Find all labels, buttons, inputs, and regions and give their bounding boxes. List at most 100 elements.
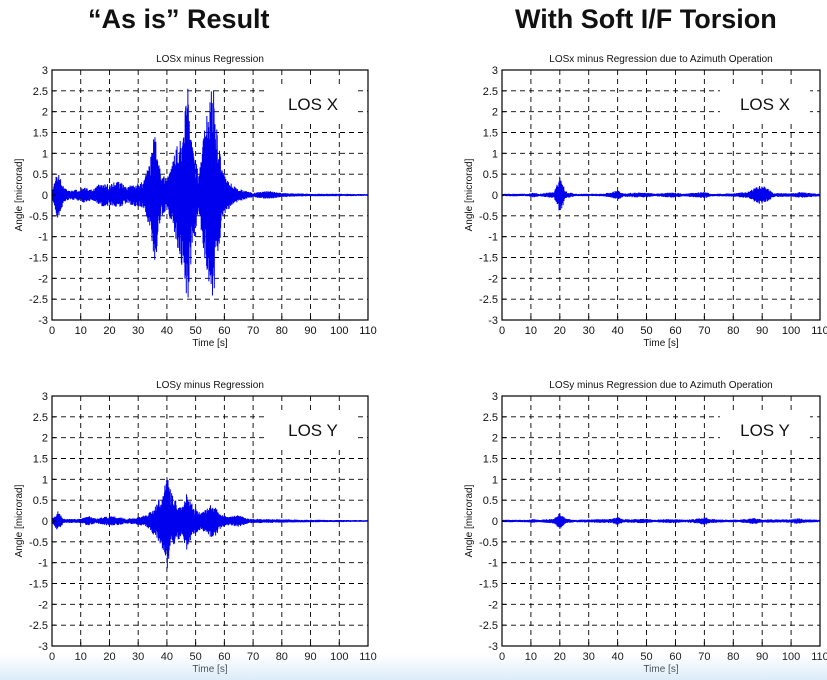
x-tick-label: 80 <box>727 325 739 337</box>
y-tick-label: 0 <box>492 516 498 528</box>
y-tick-label: -0.5 <box>479 537 498 549</box>
y-tick-label: 2.5 <box>483 86 498 98</box>
y-tick-label: 2.5 <box>483 412 498 424</box>
x-axis-label: Time [s] <box>192 338 227 349</box>
y-tick-label: 3 <box>42 391 48 403</box>
y-tick-label: -2 <box>38 599 48 611</box>
annotation-box <box>268 410 358 446</box>
y-tick-label: 2 <box>492 433 498 445</box>
y-axis-label: Angle [microrad] <box>464 484 475 557</box>
y-tick-label: -0.5 <box>29 211 48 223</box>
series-annotation: LOS Y <box>740 421 790 440</box>
x-tick-label: 50 <box>640 325 652 337</box>
y-tick-label: -1.5 <box>29 579 48 591</box>
x-axis-label: Time [s] <box>643 338 678 349</box>
signal-trace <box>501 513 821 529</box>
y-tick-label: 2 <box>492 107 498 119</box>
y-tick-label: 2.5 <box>33 412 48 424</box>
annotation-box <box>720 410 810 446</box>
annotation-box <box>268 84 358 120</box>
y-tick-label: -1.5 <box>479 253 498 265</box>
x-tick-label: 70 <box>698 325 710 337</box>
y-tick-label: -2 <box>488 273 498 285</box>
y-tick-label: 2 <box>42 107 48 119</box>
y-tick-label: 2 <box>42 433 48 445</box>
y-axis-label: Angle [microrad] <box>14 158 25 231</box>
x-tick-label: 110 <box>811 325 827 337</box>
x-tick-label: 40 <box>612 325 624 337</box>
y-tick-label: 3 <box>492 391 498 403</box>
annotation-box <box>720 84 810 120</box>
y-tick-label: 0.5 <box>33 495 48 507</box>
chart-title: LOSx minus Regression due to Azimuth Ope… <box>549 54 772 65</box>
y-tick-label: -1 <box>488 232 498 244</box>
x-tick-label: 110 <box>359 325 377 337</box>
x-tick-label: 100 <box>330 325 348 337</box>
x-tick-label: 30 <box>583 325 595 337</box>
y-tick-label: -3 <box>38 641 48 653</box>
y-tick-label: 0 <box>42 190 48 202</box>
chart-title: LOSx minus Regression <box>156 54 264 65</box>
y-tick-label: 1.5 <box>483 128 498 140</box>
x-tick-label: 10 <box>75 325 87 337</box>
chart-title: LOSy minus Regression <box>156 380 264 391</box>
y-tick-label: 1 <box>42 474 48 486</box>
x-tick-label: 10 <box>525 325 537 337</box>
x-tick-label: 20 <box>554 325 566 337</box>
y-tick-label: -3 <box>488 641 498 653</box>
x-tick-label: 80 <box>276 325 288 337</box>
y-tick-label: -2 <box>488 599 498 611</box>
x-tick-label: 50 <box>190 325 202 337</box>
y-tick-label: 1 <box>42 148 48 160</box>
y-tick-label: -0.5 <box>479 211 498 223</box>
y-tick-label: 0.5 <box>483 495 498 507</box>
signal-trace <box>501 176 821 211</box>
y-tick-label: 1 <box>492 148 498 160</box>
y-tick-label: 3 <box>492 65 498 77</box>
x-tick-label: 60 <box>669 325 681 337</box>
x-tick-label: 70 <box>247 325 259 337</box>
y-tick-label: 2.5 <box>33 86 48 98</box>
x-tick-label: 20 <box>103 325 115 337</box>
x-tick-label: 30 <box>132 325 144 337</box>
y-tick-label: -2.5 <box>29 620 48 632</box>
right-column-heading: With Soft I/F Torsion <box>515 4 777 34</box>
y-tick-label: 1 <box>492 474 498 486</box>
y-tick-label: -1.5 <box>479 579 498 591</box>
x-tick-label: 90 <box>304 325 316 337</box>
y-tick-label: 0 <box>492 190 498 202</box>
y-tick-label: 1.5 <box>33 128 48 140</box>
x-tick-label: 40 <box>161 325 173 337</box>
y-tick-label: 0.5 <box>483 169 498 181</box>
x-tick-label: 60 <box>218 325 230 337</box>
y-tick-label: 0.5 <box>33 169 48 181</box>
y-tick-label: -0.5 <box>29 537 48 549</box>
y-axis-label: Angle [microrad] <box>464 158 475 231</box>
y-tick-label: -2 <box>38 273 48 285</box>
signal-trace <box>51 478 369 569</box>
x-tick-label: 100 <box>782 325 800 337</box>
y-tick-label: -2.5 <box>479 294 498 306</box>
series-annotation: LOS Y <box>288 421 338 440</box>
decorative-bottom-band <box>0 654 827 680</box>
y-tick-label: 1.5 <box>483 454 498 466</box>
y-tick-label: -1.5 <box>29 253 48 265</box>
y-tick-label: -1 <box>38 558 48 570</box>
series-annotation: LOS X <box>740 95 790 114</box>
y-tick-label: -1 <box>488 558 498 570</box>
y-tick-label: 1.5 <box>33 454 48 466</box>
y-axis-label: Angle [microrad] <box>14 484 25 557</box>
x-tick-label: 90 <box>756 325 768 337</box>
y-tick-label: -2.5 <box>29 294 48 306</box>
x-tick-label: 0 <box>49 325 55 337</box>
y-tick-label: 3 <box>42 65 48 77</box>
y-tick-label: -2.5 <box>479 620 498 632</box>
y-tick-label: 0 <box>42 516 48 528</box>
chart-title: LOSy minus Regression due to Azimuth Ope… <box>549 380 772 391</box>
series-annotation: LOS X <box>288 95 338 114</box>
x-tick-label: 0 <box>499 325 505 337</box>
y-tick-label: -1 <box>38 232 48 244</box>
